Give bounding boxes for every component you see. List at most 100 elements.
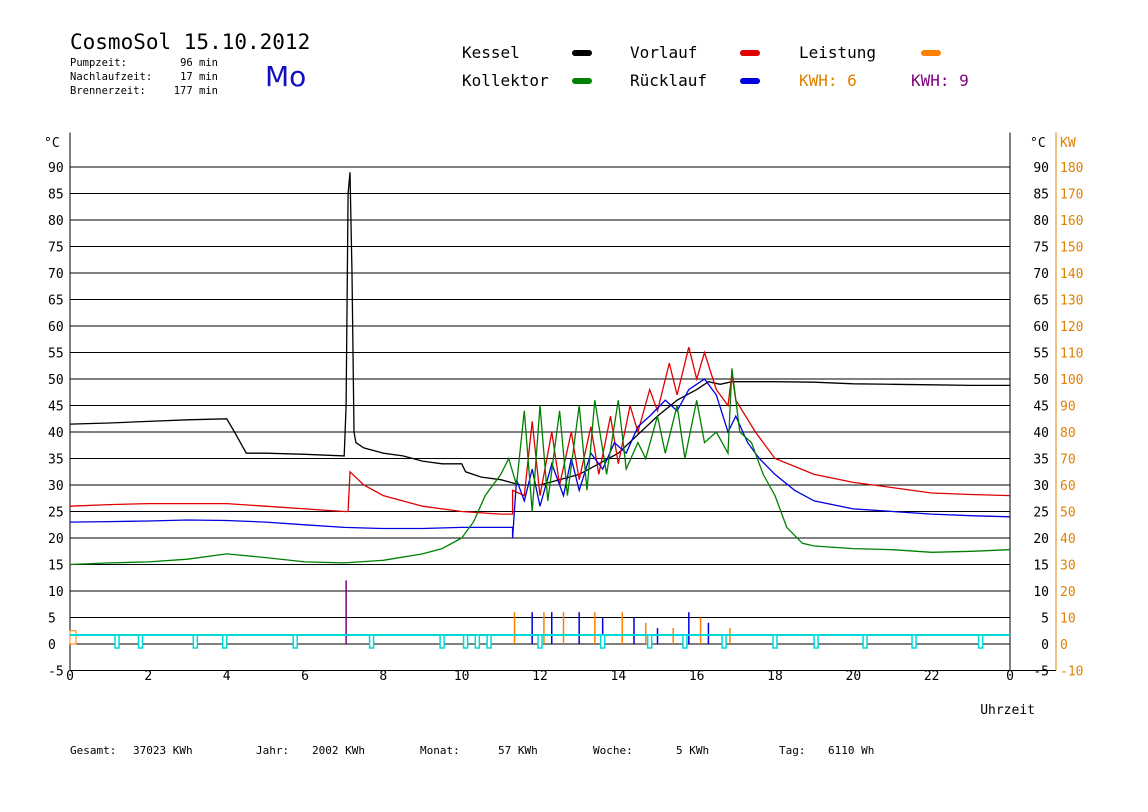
legend-kwh2-label: KWH: 9 bbox=[911, 71, 969, 90]
series-line-vorlauf bbox=[69, 347, 1011, 515]
series-line-kollektor bbox=[69, 368, 1011, 566]
y-tick-label-right: 15 bbox=[1033, 559, 1049, 574]
y2-tick-label: 100 bbox=[1060, 373, 1083, 388]
y-tick-label-right: 10 bbox=[1033, 585, 1049, 600]
y-tick-label-left: 15 bbox=[48, 559, 64, 574]
chart-title: CosmoSol 15.10.2012 bbox=[70, 30, 311, 54]
y-tick-label-right: 35 bbox=[1033, 453, 1049, 468]
y-tick-label-left: 80 bbox=[48, 214, 64, 229]
legend-swatch bbox=[921, 50, 941, 56]
pump-marker bbox=[462, 634, 469, 649]
pump-marker bbox=[221, 634, 228, 649]
pump-marker bbox=[537, 634, 543, 649]
legend-ruecklauf-label: Rücklauf bbox=[630, 71, 708, 90]
footer-monat-label: Monat: bbox=[420, 744, 460, 757]
y-tick-label-right: 60 bbox=[1033, 320, 1049, 335]
footer-gesamt-value: 37023 KWh bbox=[133, 744, 193, 757]
y-tick-label-left: 0 bbox=[48, 638, 56, 653]
info-nachlaufzeit-label: Nachlaufzeit: bbox=[70, 71, 153, 83]
y-tick-label-left: 50 bbox=[48, 373, 64, 388]
x-tick-label: 4 bbox=[223, 669, 231, 684]
y2-tick-label: 170 bbox=[1060, 188, 1083, 203]
pump-marker bbox=[911, 634, 917, 649]
legend-kessel-label: Kessel bbox=[462, 43, 520, 62]
y-tick-label-left: 85 bbox=[48, 188, 64, 203]
y-tick-label-right: 55 bbox=[1033, 347, 1049, 362]
legend-swatch bbox=[572, 50, 592, 56]
x-tick-label: 16 bbox=[689, 669, 705, 684]
y-tick-label-left: 55 bbox=[48, 347, 64, 362]
y-tick-label-left: -5 bbox=[48, 665, 64, 680]
y2-tick-label: 10 bbox=[1060, 612, 1076, 627]
pump-marker bbox=[977, 634, 984, 649]
y-tick-label-right: 75 bbox=[1033, 241, 1049, 256]
y-tick-label-left: 75 bbox=[48, 241, 64, 256]
pump-marker bbox=[486, 634, 492, 649]
y-tick-label-right: 70 bbox=[1033, 267, 1049, 282]
y2-tick-label: 20 bbox=[1060, 585, 1076, 600]
y2-tick-label: 80 bbox=[1060, 426, 1076, 441]
pump-marker bbox=[772, 634, 778, 649]
footer-tag-value: 6110 Wh bbox=[828, 744, 875, 757]
x-tick-label: 14 bbox=[611, 669, 627, 684]
series-line-rücklauf bbox=[69, 378, 1011, 539]
footer-tag-label: Tag: bbox=[779, 744, 806, 757]
pump-marker bbox=[192, 634, 199, 649]
y-tick-label-left: 65 bbox=[48, 294, 64, 309]
power-start-marker bbox=[69, 630, 77, 645]
legend-kwh1-label: KWH: 6 bbox=[799, 71, 857, 90]
y2-tick-label: -10 bbox=[1060, 665, 1083, 680]
y-tick-label-left: 20 bbox=[48, 532, 64, 547]
pump-marker bbox=[862, 634, 868, 649]
x-tick-label: 2 bbox=[144, 669, 152, 684]
pump-marker bbox=[813, 634, 819, 649]
y-tick-label-right: 90 bbox=[1033, 161, 1049, 176]
y-tick-label-right: 20 bbox=[1033, 532, 1049, 547]
y-tick-label-right: 65 bbox=[1033, 294, 1049, 309]
series-line-kessel bbox=[69, 172, 1010, 486]
x-tick-label: 12 bbox=[532, 669, 548, 684]
y-tick-label-left: 90 bbox=[48, 161, 64, 176]
y2-tick-label: 90 bbox=[1060, 400, 1076, 415]
legend-swatch bbox=[572, 78, 592, 84]
y2-tick-label: 50 bbox=[1060, 506, 1076, 521]
info-pumpzeit-value: 96 min bbox=[180, 57, 218, 69]
y-tick-label-right: 5 bbox=[1041, 612, 1049, 627]
y-tick-label-right: 50 bbox=[1033, 373, 1049, 388]
y2-tick-label: 180 bbox=[1060, 161, 1083, 176]
x-tick-label: 0 bbox=[1006, 669, 1014, 684]
footer-monat-value: 57 KWh bbox=[498, 744, 538, 757]
y-tick-label-left: 5 bbox=[48, 612, 56, 627]
x-tick-label: 18 bbox=[767, 669, 783, 684]
y-tick-label-left: 25 bbox=[48, 506, 64, 521]
y-tick-label-right: 25 bbox=[1033, 506, 1049, 521]
pump-marker bbox=[114, 634, 120, 649]
y-tick-label-left: 10 bbox=[48, 585, 64, 600]
pump-marker bbox=[439, 634, 445, 649]
y2-axis-unit: KW bbox=[1060, 136, 1076, 151]
y2-tick-label: 0 bbox=[1060, 638, 1068, 653]
x-tick-label: 0 bbox=[66, 669, 74, 684]
y-tick-label-right: -5 bbox=[1033, 665, 1049, 680]
pump-marker bbox=[137, 634, 144, 649]
y2-tick-label: 150 bbox=[1060, 241, 1083, 256]
y-axis-unit-left: °C bbox=[44, 136, 60, 151]
pump-marker bbox=[292, 634, 298, 649]
footer-woche-label: Woche: bbox=[593, 744, 633, 757]
footer-jahr-value: 2002 KWh bbox=[312, 744, 365, 757]
legend-swatch bbox=[740, 50, 760, 56]
y2-tick-label: 70 bbox=[1060, 453, 1076, 468]
x-tick-label: 8 bbox=[379, 669, 387, 684]
pump-marker bbox=[368, 634, 375, 649]
y-axis-unit-right: °C bbox=[1030, 136, 1046, 151]
x-tick-label: 20 bbox=[846, 669, 862, 684]
footer-jahr-label: Jahr: bbox=[256, 744, 290, 757]
legend-swatch bbox=[740, 78, 760, 84]
y2-tick-label: 120 bbox=[1060, 320, 1083, 335]
x-tick-label: 22 bbox=[924, 669, 940, 684]
y-tick-label-left: 60 bbox=[48, 320, 64, 335]
info-brennerzeit-label: Brennerzeit: bbox=[70, 85, 146, 97]
pump-marker bbox=[721, 634, 727, 649]
y-tick-label-right: 45 bbox=[1033, 400, 1049, 415]
